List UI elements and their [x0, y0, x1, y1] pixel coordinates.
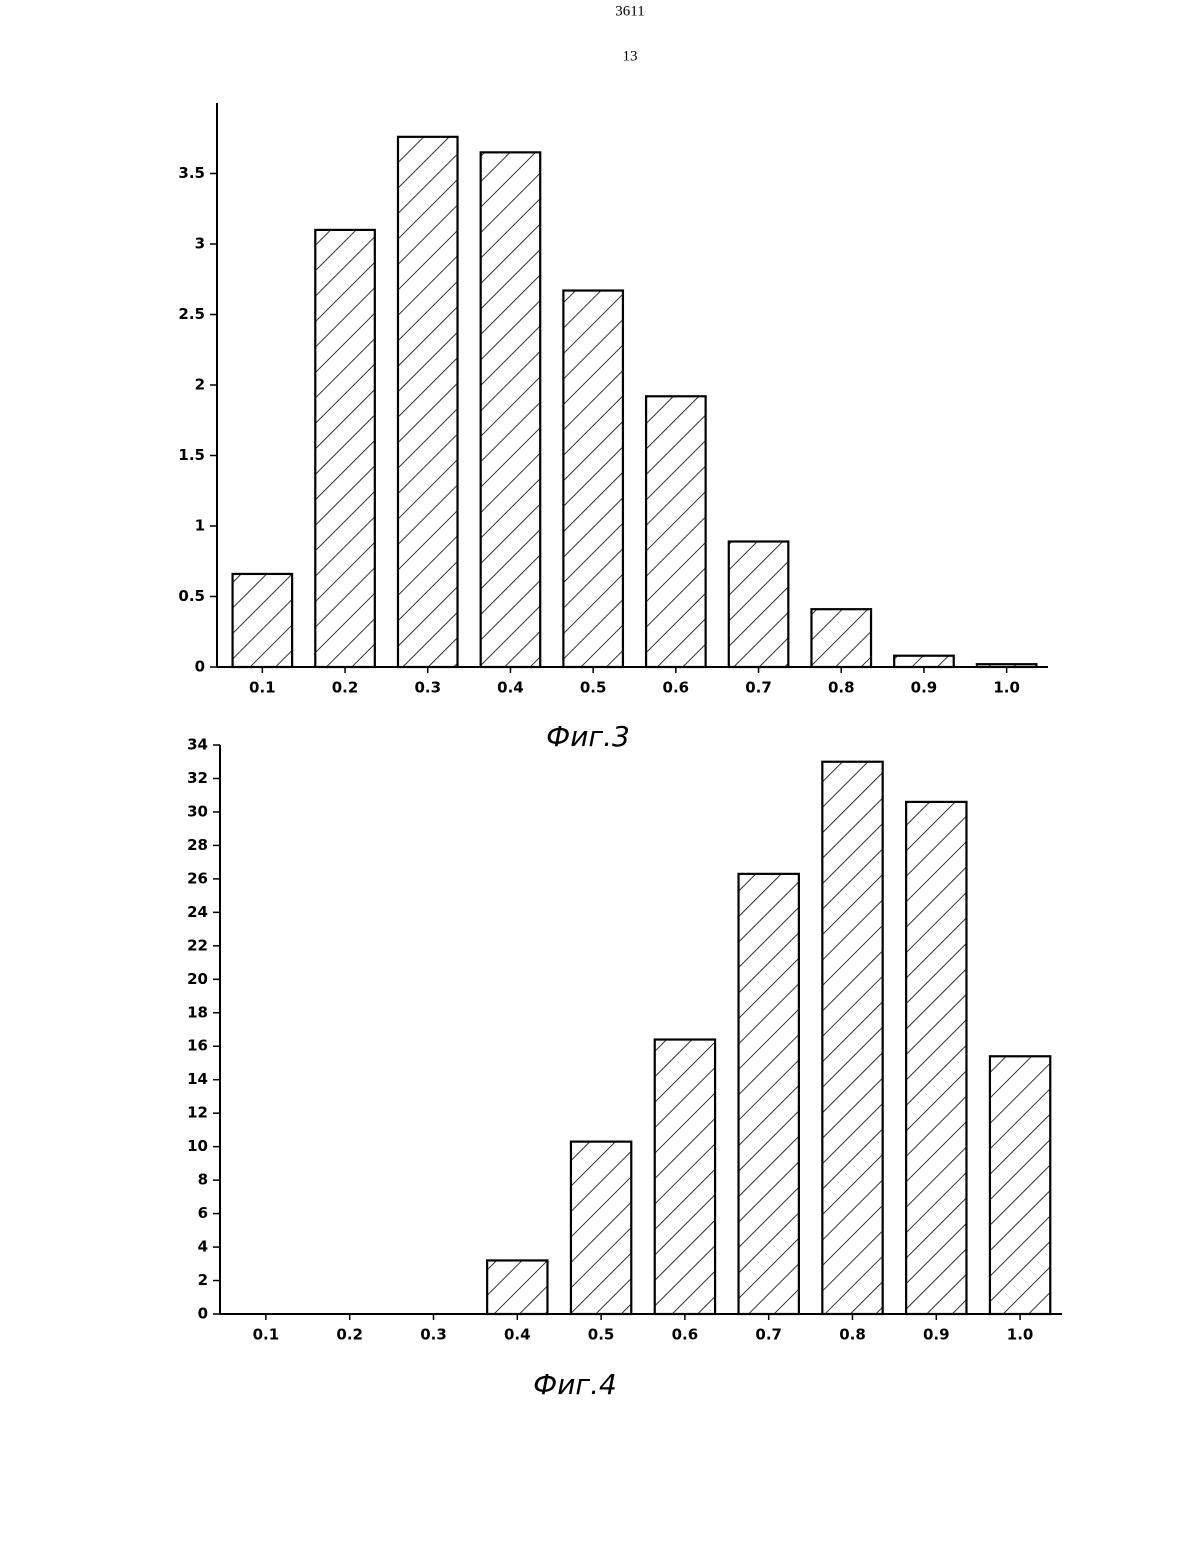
- y-tick-label: 4: [198, 1238, 208, 1256]
- x-tick-label: 0.1: [249, 679, 276, 697]
- y-tick-label: 0: [198, 1305, 208, 1323]
- bar: [487, 1260, 547, 1314]
- bar: [811, 609, 871, 667]
- bar: [563, 291, 623, 667]
- y-tick-label: 24: [187, 903, 208, 921]
- x-tick-label: 0.2: [332, 679, 359, 697]
- x-tick-label: 1.0: [1007, 1326, 1034, 1344]
- x-tick-label: 0.5: [580, 679, 607, 697]
- y-tick-label: 6: [198, 1204, 208, 1222]
- y-tick-label: 18: [187, 1003, 208, 1021]
- x-tick-label: 0.9: [923, 1326, 950, 1344]
- y-tick-label: 1.5: [178, 446, 205, 464]
- y-tick-label: 2: [195, 376, 205, 394]
- x-tick-label: 0.9: [911, 679, 938, 697]
- y-tick-label: 22: [187, 936, 208, 954]
- x-tick-label: 0.6: [663, 679, 690, 697]
- bar: [894, 656, 954, 667]
- bar: [571, 1142, 631, 1314]
- x-tick-label: 0.3: [420, 1326, 447, 1344]
- x-tick-label: 0.2: [336, 1326, 363, 1344]
- bar: [729, 542, 789, 667]
- page-number: 13: [623, 48, 638, 64]
- page: 3611 13 0 0.5 1 1.5 2 2.5 3 3.5 0.1 0.2 0.3 0.4 0.5 0…: [0, 0, 1203, 1556]
- y-tick-label: 3.5: [178, 164, 205, 182]
- bar: [990, 1056, 1050, 1314]
- bar: [398, 137, 458, 667]
- bar: [977, 664, 1037, 667]
- y-tick-label: 20: [187, 970, 208, 988]
- y-tick-label: 0.5: [178, 587, 205, 605]
- x-tick-label: 0.8: [839, 1326, 866, 1344]
- x-tick-label: 0.8: [828, 679, 855, 697]
- y-tick-label: 28: [187, 836, 208, 854]
- y-tick-label: 12: [187, 1104, 208, 1122]
- x-tick-label: 0.3: [414, 679, 441, 697]
- y-tick-label: 3: [195, 235, 205, 253]
- figure-caption: Фиг.4: [533, 1368, 617, 1401]
- y-tick-label: 32: [187, 769, 208, 787]
- y-tick-label: 1: [195, 517, 205, 535]
- bar: [655, 1040, 715, 1314]
- y-tick-label: 2: [198, 1271, 208, 1289]
- bar: [906, 802, 966, 1314]
- x-tick-label: 0.5: [588, 1326, 615, 1344]
- y-tick-label: 0: [195, 658, 205, 676]
- x-tick-label: 0.1: [253, 1326, 280, 1344]
- patent-number: 3611: [615, 3, 644, 19]
- bar: [646, 396, 706, 667]
- y-tick-label: 10: [187, 1137, 208, 1155]
- x-tick-label: 1.0: [993, 679, 1020, 697]
- y-tick-label: 14: [187, 1070, 208, 1088]
- y-tick-label: 8: [198, 1171, 208, 1189]
- bar: [739, 874, 799, 1314]
- y-tick-label: 34: [187, 736, 208, 754]
- bar: [481, 152, 541, 667]
- x-tick-label: 0.7: [745, 679, 772, 697]
- x-tick-label: 0.7: [755, 1326, 782, 1344]
- bar: [822, 762, 882, 1314]
- bar: [233, 574, 293, 667]
- figure-caption: Фиг.3: [546, 720, 630, 753]
- y-tick-label: 26: [187, 869, 208, 887]
- bar: [315, 230, 375, 667]
- x-tick-label: 0.4: [504, 1326, 531, 1344]
- x-tick-label: 0.4: [497, 679, 524, 697]
- background: [0, 0, 1203, 1556]
- y-tick-label: 2.5: [178, 305, 205, 323]
- x-tick-label: 0.6: [672, 1326, 699, 1344]
- y-tick-label: 16: [187, 1037, 208, 1055]
- y-tick-label: 30: [187, 802, 208, 820]
